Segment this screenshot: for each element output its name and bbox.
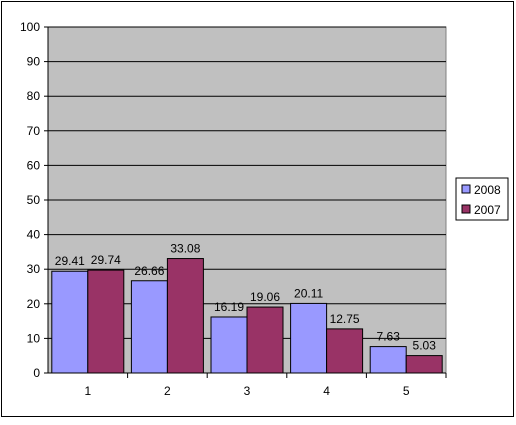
x-tick-label: 2	[164, 384, 171, 398]
bar-2008-5	[369, 346, 407, 374]
x-tick-label: 1	[84, 384, 91, 398]
y-tick-label: 80	[27, 89, 41, 103]
y-tick-label: 0	[33, 366, 40, 380]
bar-2008-3	[210, 316, 248, 374]
bars	[51, 258, 443, 374]
y-axis: 0 10 20 30 40 50 60 70 80 90 100	[20, 20, 49, 380]
data-label: 29.41	[55, 254, 85, 268]
y-tick-label: 50	[27, 193, 41, 207]
bar-2008-4	[290, 302, 328, 374]
y-tick-label: 40	[27, 228, 41, 242]
x-tick-label: 4	[323, 384, 330, 398]
y-tick-label: 20	[27, 297, 41, 311]
y-tick-label: 70	[27, 124, 41, 138]
data-label: 16.19	[214, 300, 244, 314]
gridlines	[48, 26, 446, 339]
data-labels: 29.41 29.74 26.66 33.08 16.19 19.06 20.11 12.75…	[55, 242, 436, 353]
data-label: 12.75	[330, 312, 360, 326]
data-label: 20.11	[294, 286, 323, 300]
x-tick-label: 3	[244, 384, 251, 398]
data-label: 19.06	[250, 290, 280, 304]
y-tick-label: 90	[27, 55, 41, 69]
data-label: 7.63	[377, 330, 401, 344]
legend: 2008 2007	[455, 177, 509, 221]
y-tick-label: 30	[27, 262, 41, 276]
bar-2007-4	[326, 328, 364, 374]
bar-2008-2	[130, 280, 168, 374]
y-tick-label: 100	[20, 20, 40, 34]
y-tick-label: 10	[27, 331, 41, 345]
legend-label-2008: 2008	[474, 183, 501, 197]
bar-2007-5	[405, 355, 443, 374]
bar-2007-3	[246, 306, 284, 374]
x-tick-label: 5	[403, 384, 410, 398]
data-label: 29.74	[91, 253, 121, 267]
y-tick-label: 60	[27, 158, 41, 172]
bar-2007-1	[87, 269, 125, 374]
data-label: 5.03	[413, 339, 437, 353]
bar-2007-2	[166, 258, 204, 374]
data-label: 33.08	[170, 242, 200, 256]
legend-swatch-2008	[461, 184, 471, 194]
bar-2008-1	[51, 270, 89, 374]
legend-swatch-2007	[461, 204, 471, 214]
data-label: 26.66	[134, 264, 164, 278]
legend-label-2007: 2007	[474, 203, 501, 217]
